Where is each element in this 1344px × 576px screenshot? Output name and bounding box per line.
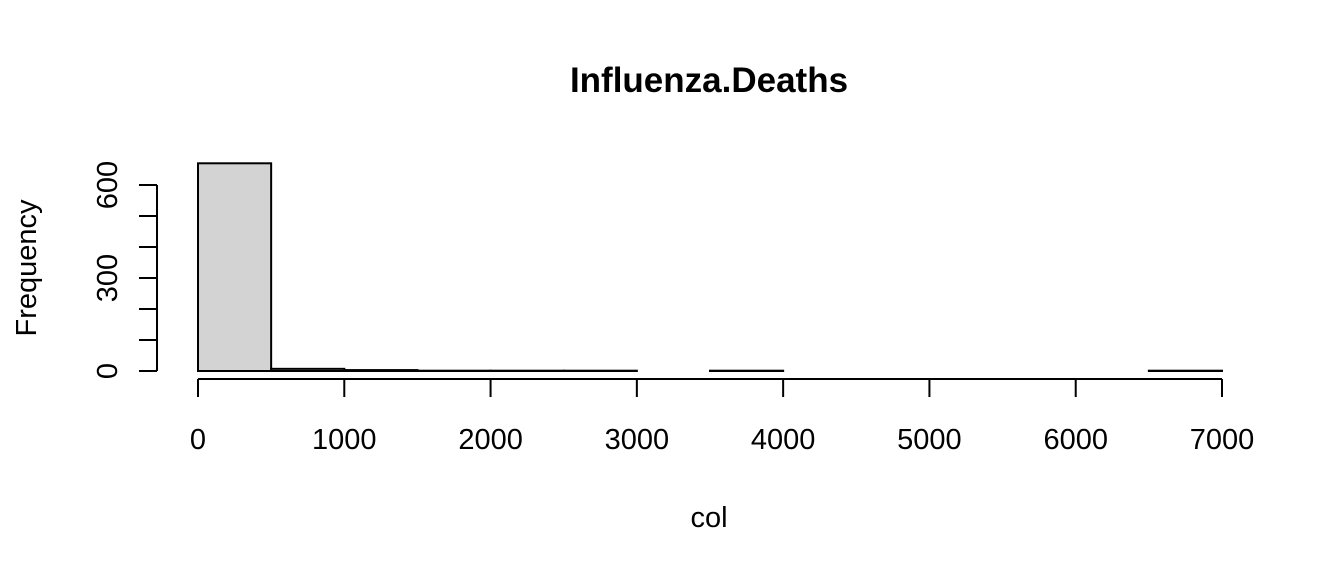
y-tick-label-1: 300 [92,254,124,302]
histogram-bar-1 [270,367,346,372]
x-tick-label-7: 7000 [1190,424,1255,456]
x-tick-label-4: 4000 [751,424,816,456]
x-axis-label: col [690,502,727,534]
histogram-bar-2 [343,369,419,373]
x-tick-label-5: 5000 [897,424,962,456]
histogram-bars [197,162,1224,373]
x-axis: 0 1000 2000 3000 4000 5000 6000 7000 [190,378,1255,456]
y-axis-label: Frequency [11,199,43,337]
chart-title: Influenza.Deaths [570,61,848,100]
y-axis: 0 300 600 [92,161,158,379]
x-tick-label-6: 6000 [1043,424,1108,456]
x-tick-label-2: 2000 [458,424,523,456]
x-tick-label-3: 3000 [605,424,670,456]
histogram-bar-0 [197,162,273,372]
x-tick-label-1: 1000 [312,424,377,456]
y-tick-label-2: 600 [92,161,124,209]
x-tick-label-0: 0 [190,424,206,456]
y-tick-label-0: 0 [92,363,124,379]
